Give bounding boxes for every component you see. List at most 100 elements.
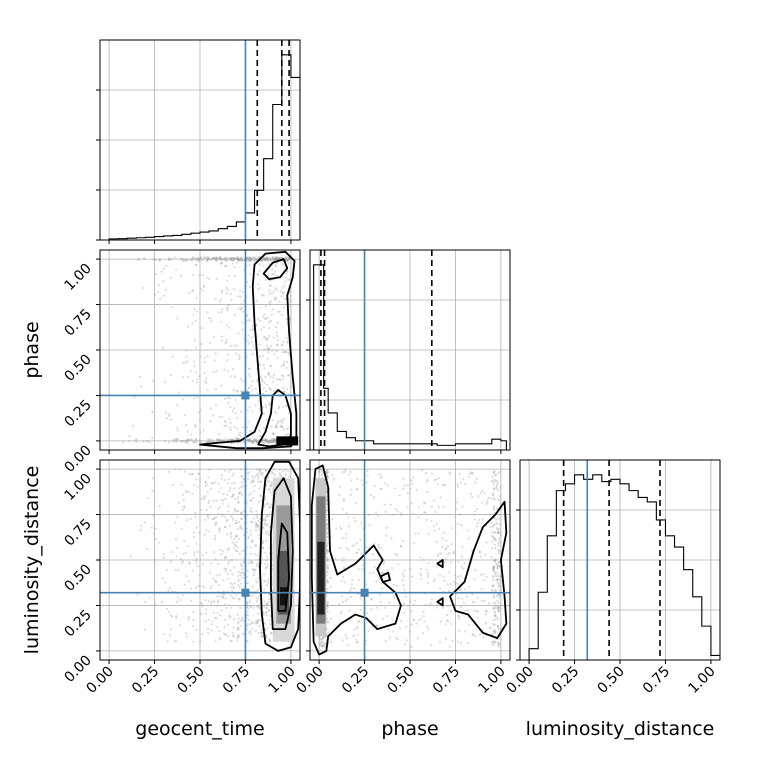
scatter-point	[355, 641, 358, 644]
scatter-point	[411, 512, 414, 516]
scatter-point	[493, 478, 496, 482]
scatter-point	[240, 475, 243, 478]
scatter-point	[319, 468, 322, 471]
scatter-point	[275, 334, 279, 338]
scatter-point	[135, 438, 138, 441]
scatter-point	[233, 344, 236, 347]
scatter-point	[366, 469, 369, 473]
scatter-point	[276, 257, 279, 260]
scatter-point	[275, 344, 278, 347]
scatter-point	[215, 574, 218, 577]
scatter-point	[207, 256, 210, 259]
scatter-point	[239, 289, 242, 292]
scatter-point	[496, 563, 499, 566]
scatter-point	[275, 331, 279, 334]
scatter-point	[412, 603, 415, 606]
scatter-point	[194, 425, 197, 428]
scatter-point	[465, 595, 469, 598]
scatter-point	[246, 426, 249, 429]
scatter-point	[343, 471, 346, 474]
scatter-point	[394, 507, 397, 511]
scatter-point	[248, 318, 251, 321]
scatter-point	[192, 531, 196, 534]
scatter-point	[237, 256, 240, 259]
scatter-point	[283, 284, 286, 287]
scatter-point	[498, 564, 501, 567]
scatter-point	[269, 345, 272, 348]
scatter-point	[267, 259, 270, 262]
scatter-point	[278, 256, 281, 260]
scatter-point	[225, 359, 229, 362]
scatter-point	[174, 538, 178, 541]
scatter-point	[275, 411, 278, 415]
scatter-point	[246, 477, 249, 481]
scatter-point	[192, 611, 195, 614]
scatter-point	[446, 544, 450, 548]
scatter-point	[265, 607, 268, 610]
scatter-point	[352, 587, 355, 590]
scatter-point	[269, 319, 272, 323]
scatter-point	[264, 390, 268, 393]
scatter-point	[183, 440, 186, 443]
scatter-point	[262, 293, 265, 296]
scatter-point	[241, 568, 244, 571]
scatter-point	[274, 298, 277, 301]
scatter-point	[274, 439, 277, 442]
scatter-point	[409, 600, 412, 603]
scatter-point	[180, 439, 183, 443]
scatter-point	[492, 487, 495, 490]
scatter-point	[223, 567, 226, 570]
scatter-point	[410, 610, 413, 613]
scatter-point	[255, 323, 258, 327]
scatter-point	[216, 259, 219, 262]
scatter-point	[326, 579, 329, 582]
scatter-point	[186, 441, 190, 444]
scatter-point	[470, 472, 473, 475]
scatter-point	[269, 364, 273, 367]
scatter-point	[394, 636, 397, 639]
scatter-point	[390, 537, 393, 540]
y-tick-label: 0.75	[61, 306, 94, 339]
scatter-point	[271, 268, 274, 271]
contour-line	[262, 258, 289, 280]
scatter-point	[141, 286, 145, 290]
scatter-point	[241, 328, 244, 331]
density-block	[317, 541, 325, 615]
scatter-point	[163, 633, 166, 636]
scatter-point	[326, 471, 329, 475]
scatter-point	[273, 272, 276, 275]
scatter-point	[262, 354, 265, 357]
scatter-point	[241, 632, 245, 635]
scatter-point	[195, 628, 198, 632]
scatter-point	[385, 534, 388, 537]
scatter-point	[204, 599, 207, 602]
scatter-point	[269, 440, 272, 444]
scatter-point	[492, 524, 495, 527]
scatter-point	[233, 407, 236, 410]
scatter-point	[215, 516, 218, 519]
scatter-point	[273, 438, 276, 441]
scatter-point	[264, 278, 267, 282]
scatter-point	[487, 496, 490, 499]
scatter-point	[495, 483, 498, 487]
scatter-point	[265, 606, 268, 609]
scatter-point	[344, 537, 347, 540]
scatter-point	[495, 607, 498, 610]
scatter-point	[355, 551, 358, 554]
scatter-point	[232, 287, 236, 291]
scatter-point	[272, 336, 275, 339]
scatter-point	[230, 258, 233, 261]
scatter-point	[237, 627, 240, 630]
scatter-point	[187, 615, 191, 619]
scatter-point	[239, 468, 243, 471]
scatter-point	[263, 517, 266, 520]
scatter-point	[417, 619, 420, 622]
scatter-point	[260, 294, 264, 297]
scatter-point	[220, 258, 223, 261]
scatter-point	[248, 440, 251, 443]
scatter-point	[282, 364, 285, 367]
scatter-point	[493, 558, 496, 562]
scatter-point	[198, 573, 201, 577]
scatter-point	[323, 643, 326, 646]
scatter-point	[389, 503, 392, 506]
